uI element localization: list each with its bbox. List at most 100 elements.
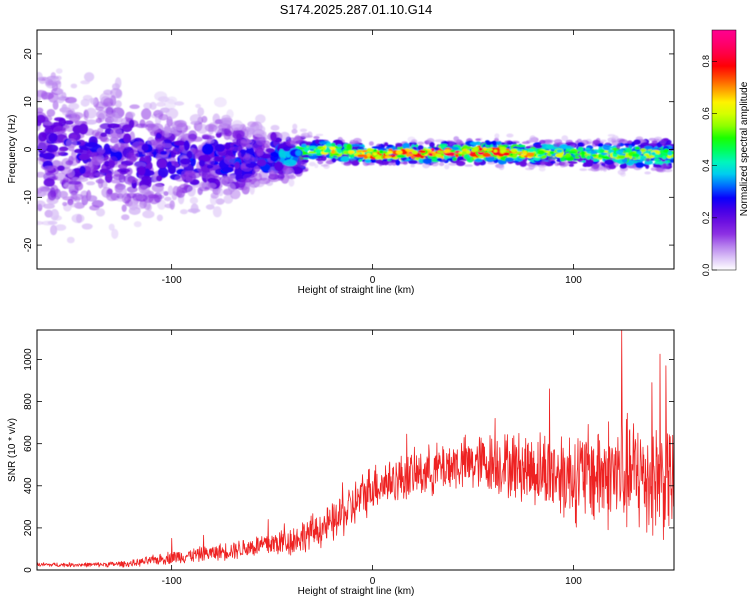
spectrogram-peak-cell	[555, 153, 564, 158]
spectrogram-peak-cell	[482, 152, 491, 157]
spectrogram-peak-cell	[586, 155, 591, 160]
spectrogram-cell	[197, 107, 205, 117]
spectrogram-cell	[222, 166, 234, 173]
spectrogram-cell	[80, 98, 90, 107]
spectrogram-cell	[249, 184, 255, 195]
spectrogram-peak-cell	[317, 145, 322, 150]
spectrogram-cell	[86, 195, 98, 202]
spectrogram-cell	[402, 161, 408, 165]
spectrogram-cell	[653, 164, 663, 168]
spectrogram-cell	[128, 149, 139, 161]
spectrogram-peak-cell	[376, 154, 382, 160]
spectrogram-peak-cell	[357, 154, 366, 158]
spectrogram-peak-cell	[448, 151, 455, 157]
spectrogram-cell	[634, 146, 641, 150]
y-tick-label: -20	[23, 237, 34, 252]
spectrogram-peak-cell	[466, 149, 471, 154]
spectrogram-cell	[240, 138, 253, 144]
spectrogram-cell	[224, 142, 231, 150]
spectrogram-cell	[591, 163, 600, 170]
spectrogram-cell	[155, 133, 162, 139]
spectrogram-cell	[54, 224, 67, 231]
spectrogram-cell	[640, 148, 647, 152]
spectrogram-cell	[43, 165, 54, 171]
spectrogram-cell	[38, 141, 48, 151]
colorbar: 0.0 0.2 0.4 0.6 0.8 Normalized spectral ampl…	[701, 29, 750, 276]
spectrogram-cell	[315, 133, 324, 137]
spectrogram-cell	[82, 94, 93, 101]
spectrogram-cell	[118, 163, 128, 170]
spectrogram-cell	[236, 178, 246, 188]
spectrogram-cell	[602, 144, 611, 151]
spectrogram-cell	[456, 139, 463, 146]
spectrogram-cell	[349, 139, 356, 145]
spectrogram-cell	[201, 115, 208, 123]
spectrogram-cell	[65, 124, 75, 132]
spectrogram-blobs	[37, 68, 674, 244]
spectrogram-cell	[519, 160, 527, 167]
colorbar-ticks: 0.0 0.2 0.4 0.6 0.8	[701, 55, 717, 276]
spectrogram-cell	[539, 139, 546, 145]
spectrogram-cell	[189, 114, 203, 124]
spectrogram-cell	[528, 164, 535, 170]
spectrogram-cell	[133, 161, 147, 168]
spectrogram-cell	[95, 208, 106, 217]
spectrogram-peak-cell	[601, 156, 610, 159]
spectrogram-cell	[448, 162, 458, 166]
spectrogram-cell	[375, 159, 383, 164]
spectrogram-cell	[337, 144, 342, 148]
spectrogram-cell	[110, 179, 122, 184]
spectrogram-cell	[273, 161, 284, 172]
spectrogram-cell	[81, 223, 93, 230]
spectrogram-cell	[164, 123, 171, 135]
spectrogram-cell	[70, 83, 78, 89]
spectrogram-cell	[648, 137, 656, 141]
spectrogram-cell	[351, 160, 360, 166]
spectrogram-cell	[663, 168, 673, 173]
spectrogram-cell	[456, 160, 466, 167]
spectrogram-cell	[494, 133, 500, 139]
spectrogram-cell	[539, 161, 548, 165]
spectrogram-cell	[346, 143, 353, 150]
spectrogram-cell	[234, 161, 240, 169]
spectrogram-cell	[156, 214, 163, 222]
spectrogram-cell	[204, 139, 215, 144]
spectrogram-cell	[282, 146, 291, 152]
spectrogram-cell	[247, 121, 257, 128]
spectrogram-cell	[47, 220, 58, 225]
spectrogram-peak-cell	[599, 149, 605, 153]
spectrogram-cell	[498, 164, 505, 171]
spectrogram-cell	[160, 150, 168, 155]
spectrogram-cell	[319, 141, 328, 145]
spectrogram-cell	[604, 142, 611, 146]
spectrogram-cell	[97, 177, 104, 189]
spectrogram-cell	[285, 140, 296, 147]
spectrogram-cell	[114, 77, 122, 89]
spectrogram-cell	[80, 80, 90, 85]
spectrogram-cell	[325, 143, 334, 147]
spectrogram-cell	[400, 157, 408, 161]
spectrogram-cell	[487, 161, 496, 165]
spectrogram-cell	[439, 162, 445, 167]
spectrogram-peak-cell	[623, 155, 632, 158]
x-tick-label: 0	[370, 275, 376, 286]
colorbar-tick-label: 0.4	[701, 159, 711, 172]
spectrogram-cell	[305, 135, 314, 138]
spectrogram-cell	[107, 123, 120, 129]
spectrogram-cell	[123, 196, 130, 202]
spectrogram-cell	[255, 114, 266, 124]
spectrogram-cell	[50, 209, 59, 221]
spectrogram-cell	[166, 96, 178, 105]
spectrogram-cell	[386, 144, 394, 148]
spectrogram-cell	[174, 101, 185, 106]
spectrogram-peak-cell	[405, 153, 414, 157]
spectrogram-peak-cell	[402, 150, 408, 155]
spectrogram-cell	[146, 204, 152, 211]
spectrogram-cell	[154, 91, 168, 102]
spectrogram-cell	[653, 158, 661, 162]
y-tick-label: 600	[23, 435, 34, 452]
spectrogram-cell	[478, 155, 485, 159]
spectrogram-peak-cell	[580, 154, 586, 159]
spectrogram-cell	[475, 138, 481, 141]
spectrogram-peak-cell	[615, 150, 623, 155]
